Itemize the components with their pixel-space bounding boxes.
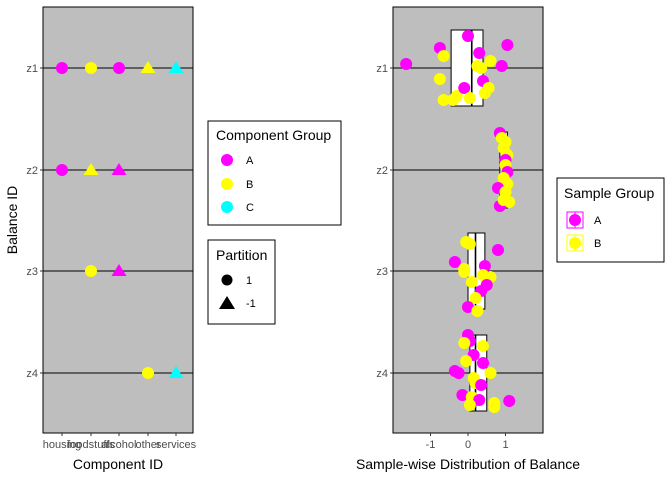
right-point <box>484 55 497 67</box>
left-y-tick-label: z2 <box>26 165 38 177</box>
left-point <box>56 164 68 176</box>
right-y-tick-label: z4 <box>376 368 388 380</box>
right-point <box>473 394 486 406</box>
right-point <box>463 399 476 411</box>
right-panel: z1 z2 z3 z4 -1 0 1 Sample-wise Distribution o… <box>356 6 580 472</box>
right-y-tick-label: z3 <box>376 266 388 278</box>
right-point <box>458 266 471 278</box>
left-point <box>111 163 127 175</box>
left-point <box>168 61 184 73</box>
right-point <box>501 39 514 51</box>
left-x-axis-title: Component ID <box>73 456 163 472</box>
left-y-axis-title: Balance ID <box>4 186 20 254</box>
legend-sample-group-key-b <box>566 234 584 252</box>
right-y-ticks: z1 z2 z3 z4 <box>376 63 393 380</box>
legend-sample-group-title: Sample Group <box>564 185 654 201</box>
legend-sample-group-label-b: B <box>594 238 601 250</box>
right-point <box>450 90 463 102</box>
right-x-tick-label: 1 <box>502 439 508 451</box>
right-point <box>448 256 461 268</box>
right-point <box>465 276 478 288</box>
right-point <box>478 260 491 272</box>
right-point <box>433 73 446 85</box>
right-point <box>437 50 450 62</box>
right-y-tick-label: z2 <box>376 165 388 177</box>
right-point <box>475 62 488 74</box>
right-point <box>477 340 489 352</box>
legend-sample-group-label-a: A <box>594 215 602 227</box>
left-point <box>142 367 154 379</box>
right-x-axis-title: Sample-wise Distribution of Balance <box>356 456 580 472</box>
left-points <box>56 61 184 379</box>
right-point <box>463 92 476 104</box>
legend-component-group: Component Group A B C <box>207 120 342 226</box>
legend-partition-key-triangle <box>219 296 235 309</box>
legend-component-group-label-a: A <box>246 155 254 167</box>
right-point <box>473 47 486 59</box>
legend-component-group-key-c <box>221 201 233 213</box>
right-point <box>503 395 516 407</box>
legend-partition: Partition 1 -1 <box>207 239 276 325</box>
right-point <box>400 58 413 70</box>
left-point <box>140 61 156 73</box>
legend-partition-label-neg1: -1 <box>246 298 256 310</box>
left-y-ticks: z1 z2 z3 z4 <box>26 63 43 380</box>
right-point <box>458 337 471 349</box>
legend-sample-group: Sample Group A B <box>556 177 665 263</box>
left-point <box>83 163 99 175</box>
legend-partition-box <box>207 239 276 325</box>
right-point <box>492 244 504 256</box>
left-plot-background <box>42 6 194 434</box>
left-point <box>168 366 184 378</box>
right-point <box>462 30 474 42</box>
right-points <box>400 30 516 413</box>
right-point <box>475 379 488 391</box>
left-point <box>56 62 68 74</box>
right-point <box>471 305 484 317</box>
legend-component-group-label-c: C <box>246 202 254 214</box>
left-y-tick-label: z3 <box>26 266 38 278</box>
right-point <box>488 401 501 413</box>
right-point <box>460 355 473 367</box>
legend-component-group-title: Component Group <box>216 127 331 143</box>
right-point <box>462 301 474 313</box>
right-point <box>495 60 508 72</box>
right-point <box>477 357 489 369</box>
legend-component-group-label-b: B <box>246 179 253 191</box>
legend-component-group-key-b <box>221 178 233 190</box>
right-x-tick-label: -1 <box>426 439 436 451</box>
left-x-tick-label: foodstuffs <box>67 439 115 451</box>
legend-partition-key-circle <box>221 274 233 286</box>
left-point <box>113 62 125 74</box>
right-point <box>458 82 471 94</box>
left-point <box>85 265 97 277</box>
right-point <box>497 194 510 206</box>
right-point <box>469 292 482 304</box>
left-y-tick-label: z4 <box>26 368 38 380</box>
right-point <box>456 389 469 401</box>
left-y-tick-label: z1 <box>26 63 38 75</box>
legend-component-group-key-a <box>221 154 233 166</box>
right-x-tick-label: 0 <box>465 439 471 451</box>
left-x-tick-label: alcohol <box>102 439 137 451</box>
right-point <box>484 367 497 379</box>
left-x-tick-label: housing <box>43 439 82 451</box>
right-x-ticks: -1 0 1 <box>426 433 509 451</box>
legend-sample-group-key-a <box>566 211 584 229</box>
legend-partition-title: Partition <box>216 247 267 263</box>
right-point <box>437 94 450 106</box>
left-x-tick-label: other <box>135 439 160 451</box>
right-point <box>452 367 465 379</box>
left-x-tick-label: services <box>156 439 197 451</box>
right-y-tick-label: z1 <box>376 63 388 75</box>
right-point <box>463 238 476 250</box>
left-point <box>85 62 97 74</box>
right-point <box>482 82 495 94</box>
legend-partition-label-1: 1 <box>246 275 252 287</box>
left-point <box>111 264 127 276</box>
